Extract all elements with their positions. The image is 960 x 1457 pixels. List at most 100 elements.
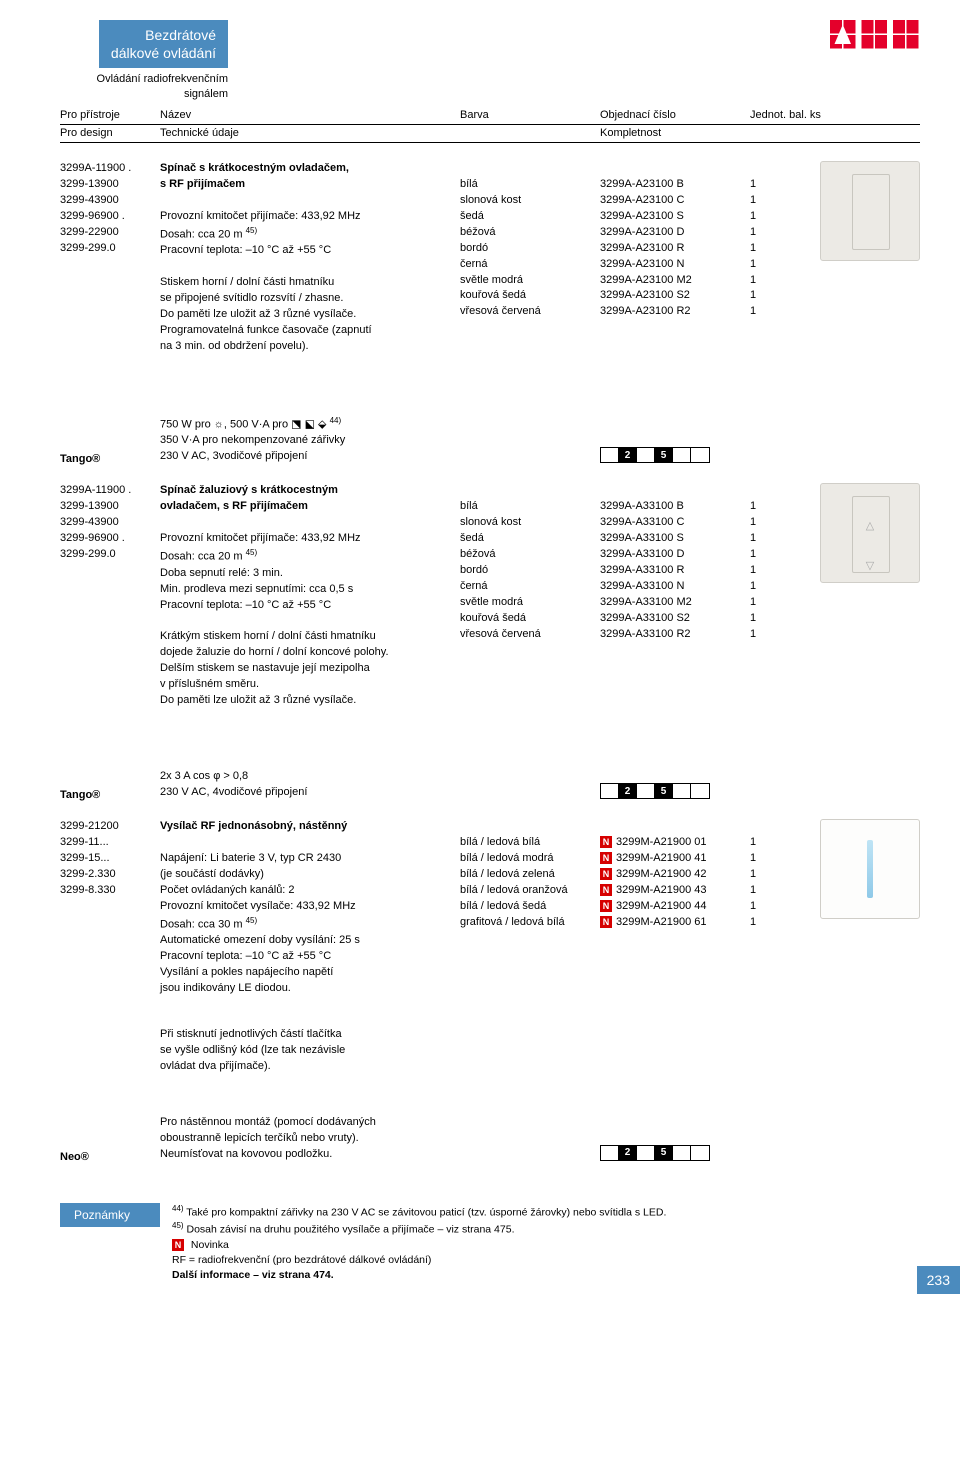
text-line: 2x 3 A cos φ > 0,8 — [160, 769, 600, 785]
cell: 3299A-A33100 R2 — [600, 627, 750, 643]
cell: 1 — [750, 883, 790, 899]
cell: bílá / ledová šedá — [460, 899, 600, 915]
text-line: dojede žaluzie do horní / dolní koncové … — [160, 645, 450, 661]
text-line: 750 W pro ☼, 500 V·A pro ⬔ ⬕ ⬙ 44) — [160, 415, 600, 434]
cell: 3299-13900 — [60, 177, 160, 193]
cell: 1 — [750, 288, 790, 304]
cell — [60, 978, 160, 994]
text-line — [160, 835, 450, 851]
cell: N3299M-A21900 61 — [600, 915, 750, 931]
cell: bílá / ledová bílá — [460, 835, 600, 851]
badge-cell — [691, 784, 709, 798]
cell: 3299A-A33100 N — [600, 579, 750, 595]
cell: N3299M-A21900 41 — [600, 851, 750, 867]
badge-cell — [601, 784, 619, 798]
text-line — [160, 515, 450, 531]
cell: N3299M-A21900 42 — [600, 867, 750, 883]
text-line: Napájení: Li baterie 3 V, typ CR 2430 — [160, 851, 450, 867]
cell — [60, 915, 160, 931]
cell: vřesová červená — [460, 627, 600, 643]
range-badges: 25 — [600, 447, 710, 463]
new-badge: N — [600, 916, 612, 928]
range-neo: Neo® Pro nástěnnou montáž (pomocí dodáva… — [60, 1115, 920, 1163]
cell: 3299-21200 — [60, 819, 160, 835]
badge-cell: 2 — [619, 448, 637, 462]
cell: 3299A-A33100 M2 — [600, 595, 750, 611]
cell: kouřová šedá — [460, 288, 600, 304]
cell — [60, 627, 160, 643]
cell: černá — [460, 579, 600, 595]
cell: bílá — [460, 499, 600, 515]
cell: 1 — [750, 835, 790, 851]
cell: N3299M-A21900 44 — [600, 899, 750, 915]
badge-cell: 2 — [619, 1146, 637, 1160]
text-line: Delším stiskem se nastavuje její mezipol… — [160, 661, 450, 677]
text-line: oboustranně lepicích terčíků nebo vruty)… — [160, 1131, 600, 1147]
header-title: Bezdrátové dálkové ovládání — [99, 20, 228, 68]
cell: 1 — [750, 595, 790, 611]
badge-cell — [691, 448, 709, 462]
text-line: Dosah: cca 20 m 45) — [160, 225, 450, 244]
cell: 1 — [750, 867, 790, 883]
note-line: RF = radiofrekvenční (pro bezdrátové dál… — [172, 1253, 920, 1268]
cell: béžová — [460, 547, 600, 563]
cell: 3299A-A33100 S2 — [600, 611, 750, 627]
cell: 3299-11... — [60, 835, 160, 851]
new-badge: N — [600, 852, 612, 864]
cell: 1 — [750, 225, 790, 241]
text-line: Vysílač RF jednonásobný, nástěnný — [160, 819, 450, 835]
cell: bílá / ledová modrá — [460, 851, 600, 867]
text-line — [160, 614, 450, 630]
text-line: jsou indikovány LE diodou. — [160, 981, 450, 997]
text-line: v příslušném směru. — [160, 677, 450, 693]
text-line: s RF přijímačem — [160, 177, 450, 193]
cell: 3299A-A33100 D — [600, 547, 750, 563]
cell — [60, 659, 160, 675]
note-line: 44) Také pro kompaktní zářivky na 230 V … — [172, 1203, 920, 1221]
cell: 3299A-A23100 M2 — [600, 273, 750, 289]
badge-cell: 5 — [655, 1146, 673, 1160]
text-line: Pro nástěnnou montáž (pomocí dodávaných — [160, 1115, 600, 1131]
badge-cell — [691, 1146, 709, 1160]
cell: černá — [460, 257, 600, 273]
text-line: na 3 min. od obdržení povelu). — [160, 339, 450, 355]
cell — [60, 257, 160, 273]
badge-cell — [637, 1146, 655, 1160]
note-line: 45) Dosah závisí na druhu použitého vysí… — [172, 1220, 920, 1238]
cell: 1 — [750, 304, 790, 320]
cell: 1 — [750, 257, 790, 273]
cell — [60, 899, 160, 915]
cell: šedá — [460, 531, 600, 547]
cell: 3299A-11900 . — [60, 161, 160, 177]
cell — [60, 273, 160, 289]
cell: 1 — [750, 611, 790, 627]
text-line: ovladačem, s RF přijímačem — [160, 499, 450, 515]
text-line: 230 V AC, 3vodičové připojení — [160, 449, 600, 465]
product-image-shutter — [820, 483, 920, 583]
text-line: Do paměti lze uložit až 3 různé vysílače… — [160, 693, 450, 709]
cell: bordó — [460, 241, 600, 257]
text-line: Min. prodleva mezi sepnutími: cca 0,5 s — [160, 582, 450, 598]
text-line: Provozní kmitočet vysílače: 433,92 MHz — [160, 899, 450, 915]
text-line: Programovatelná funkce časovače (zapnutí — [160, 323, 450, 339]
new-badge: N — [172, 1239, 184, 1251]
cell: 3299-2.330 — [60, 867, 160, 883]
cell — [60, 563, 160, 579]
text-line: se vyšle odlišný kód (lze tak nezávisle — [160, 1043, 600, 1059]
text-line: 350 V·A pro nekompenzované zářivky — [160, 433, 600, 449]
cell: 1 — [750, 627, 790, 643]
cell — [60, 643, 160, 659]
text-line: (je součástí dodávky) — [160, 867, 450, 883]
text-line: Stiskem horní / dolní části hmatníku — [160, 275, 450, 291]
cell: bílá / ledová oranžová — [460, 883, 600, 899]
text-line: Spínač žaluziový s krátkocestným — [160, 483, 450, 499]
product-image-switch — [820, 161, 920, 261]
text-line: Krátkým stiskem horní / dolní části hmat… — [160, 629, 450, 645]
cell — [600, 483, 750, 499]
text-line: Do paměti lze uložit až 3 různé vysílače… — [160, 307, 450, 323]
new-badge: N — [600, 868, 612, 880]
cell: 1 — [750, 177, 790, 193]
text-line: Počet ovládaných kanálů: 2 — [160, 883, 450, 899]
cell: 3299-96900 . — [60, 209, 160, 225]
badge-cell — [673, 1146, 691, 1160]
